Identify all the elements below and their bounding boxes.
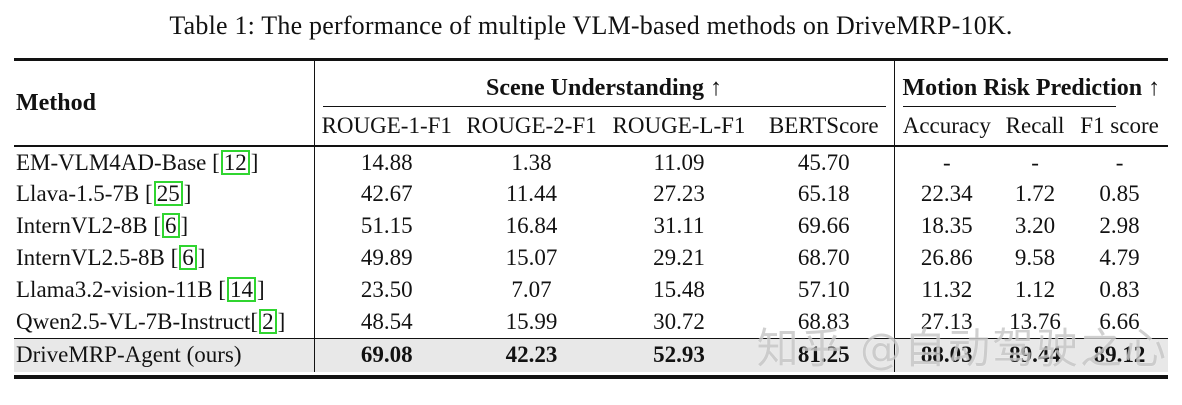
value-cell: 45.70 <box>797 149 850 175</box>
table-row: EM-VLM4AD-Base [12] 14.88 1.38 11.09 45.70 - -… <box>14 146 1168 178</box>
col-f1-score: F1 score <box>1071 107 1169 147</box>
value-cell: 57.10 <box>797 277 850 302</box>
value-cell: 22.34 <box>893 178 1000 210</box>
value-cell: 16.84 <box>505 213 558 238</box>
value-cell: 69.08 <box>313 337 459 372</box>
value-cell: 1.38 <box>511 149 552 175</box>
value-cell: 68.70 <box>797 245 850 270</box>
value-cell: 42.23 <box>459 337 604 372</box>
value-cell: 9.58 <box>1014 245 1056 270</box>
value-cell: 0.83 <box>1099 277 1140 302</box>
citation-link[interactable]: 25 <box>153 181 183 207</box>
value-cell: 6.66 <box>1099 308 1140 334</box>
value-cell: 4.79 <box>1099 245 1140 270</box>
method-column-header: Method <box>14 61 314 147</box>
value-cell: 1.72 <box>1014 181 1056 206</box>
citation-link[interactable]: 6 <box>162 213 180 239</box>
method-name: DriveMRP-Agent (ours) <box>14 337 314 372</box>
citation-link[interactable]: 12 <box>220 149 250 175</box>
value-cell: - <box>1115 149 1124 175</box>
method-name: InternVL2.5-8B [6] <box>16 245 206 271</box>
value-cell: 15.07 <box>505 245 558 270</box>
col-accuracy: Accuracy <box>893 107 1000 147</box>
table-row: InternVL2.5-8B [6] 49.89 15.07 29.21 68.70 26… <box>14 242 1168 274</box>
table-row: Llama3.2-vision-11B [14] 23.50 7.07 15.48 57… <box>14 274 1168 306</box>
results-table-wrapper: Method Scene Understanding ↑ Motion Risk… <box>14 58 1169 379</box>
value-cell: 26.86 <box>893 242 1000 274</box>
value-cell: 88.03 <box>893 337 1000 372</box>
value-cell: 27.13 <box>893 306 1000 338</box>
value-cell: - <box>1031 149 1039 175</box>
col-recall: Recall <box>999 107 1072 147</box>
table-body: EM-VLM4AD-Base [12] 14.88 1.38 11.09 45.70 - -… <box>14 146 1169 372</box>
table-row: Llava-1.5-7B [25] 42.67 11.44 27.23 65.18 22.… <box>14 178 1168 210</box>
value-cell: 68.83 <box>797 308 850 334</box>
method-name: Llava-1.5-7B [25] <box>16 181 192 207</box>
value-cell: 15.48 <box>653 277 705 302</box>
value-cell: 29.21 <box>653 245 705 270</box>
method-name: EM-VLM4AD-Base [12] <box>16 149 259 175</box>
group-scene-understanding-label: Scene Understanding ↑ <box>322 67 886 107</box>
value-cell: 65.18 <box>797 181 850 206</box>
value-cell: 89.44 <box>999 337 1072 372</box>
value-cell: - <box>893 146 1000 178</box>
group-motion-risk-prediction: Motion Risk Prediction ↑ <box>893 61 1169 107</box>
value-cell: 69.66 <box>797 213 850 238</box>
value-cell: 13.76 <box>1009 308 1061 334</box>
col-rouge-2-f1: ROUGE-2-F1 <box>459 107 604 147</box>
value-cell: 30.72 <box>653 308 705 334</box>
value-cell: 7.07 <box>511 277 552 302</box>
method-name: Qwen2.5-VL-7B-Instruct[2] <box>16 308 286 334</box>
value-cell: 51.15 <box>313 210 459 242</box>
value-cell: 18.35 <box>893 210 1000 242</box>
table-row: InternVL2-8B [6] 51.15 16.84 31.11 69.66 18.3… <box>14 210 1168 242</box>
method-name: InternVL2-8B [6] <box>16 213 189 239</box>
value-cell: 11.44 <box>506 181 557 206</box>
value-cell: 31.11 <box>653 213 705 238</box>
table-row: Qwen2.5-VL-7B-Instruct[2] 48.54 15.99 30.72… <box>14 306 1168 338</box>
table-caption: Table 1: The performance of multiple VLM… <box>169 11 1013 40</box>
value-cell: 52.93 <box>604 337 754 372</box>
value-cell: 49.89 <box>313 242 459 274</box>
group-scene-understanding: Scene Understanding ↑ <box>313 61 895 107</box>
value-cell: 3.20 <box>1014 213 1056 238</box>
value-cell: 1.12 <box>1014 277 1056 302</box>
value-cell: 15.99 <box>505 308 558 334</box>
results-table: Method Scene Understanding ↑ Motion Risk… <box>14 61 1169 372</box>
group-header-row: Method Scene Understanding ↑ Motion Risk… <box>14 61 1169 147</box>
value-cell: 89.12 <box>1071 337 1169 372</box>
citation-link[interactable]: 6 <box>179 245 197 271</box>
table-row: DriveMRP-Agent (ours) 69.08 42.23 52.93 81.2… <box>14 337 1169 372</box>
method-name: Llama3.2-vision-11B [14] <box>16 277 265 303</box>
value-cell: 81.25 <box>754 337 895 372</box>
col-rouge-l-f1: ROUGE-L-F1 <box>604 107 754 147</box>
value-cell: 2.98 <box>1099 213 1140 238</box>
value-cell: 14.88 <box>313 146 459 178</box>
value-cell: 27.23 <box>653 181 705 206</box>
value-cell: 23.50 <box>313 274 459 306</box>
col-rouge-1-f1: ROUGE-1-F1 <box>313 107 459 147</box>
value-cell: 11.32 <box>893 274 1000 306</box>
col-bertscore: BERTScore <box>754 107 895 147</box>
citation-link[interactable]: 14 <box>226 277 256 303</box>
value-cell: 48.54 <box>313 306 459 338</box>
sub-header-row: ROUGE-1-F1 ROUGE-2-F1 ROUGE-L-F1 BERTSco… <box>14 107 1169 147</box>
citation-link[interactable]: 2 <box>259 308 277 334</box>
group-motion-risk-prediction-label: Motion Risk Prediction ↑ <box>902 67 1160 107</box>
value-cell: 11.09 <box>653 149 705 175</box>
value-cell: 42.67 <box>313 178 459 210</box>
value-cell: 0.85 <box>1099 181 1140 206</box>
